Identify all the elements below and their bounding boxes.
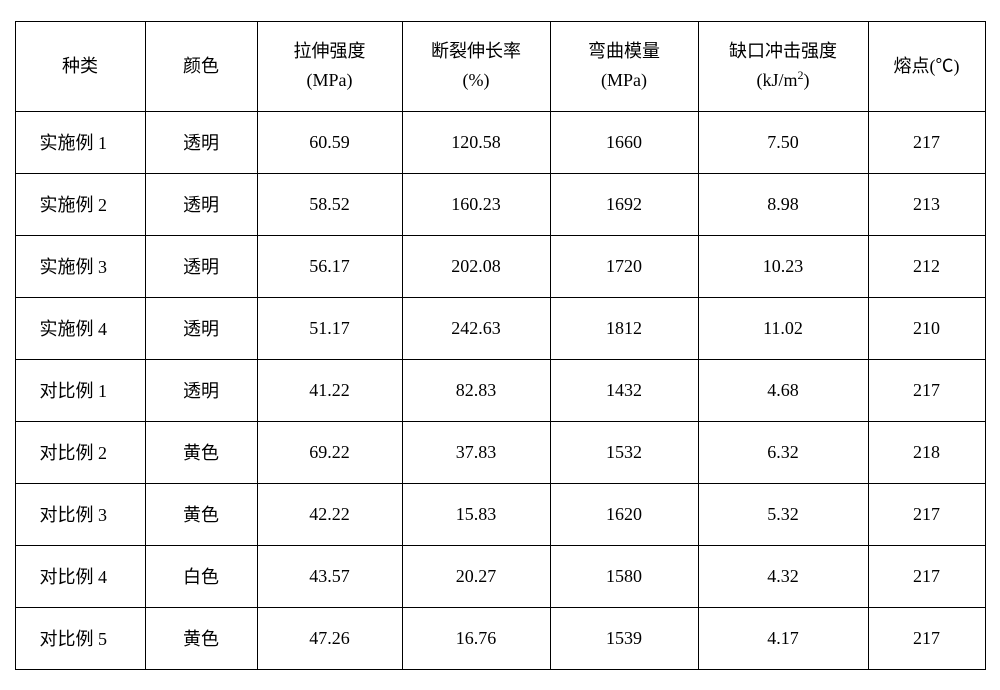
cell-elongation: 82.83 — [402, 359, 550, 421]
cell-impact: 4.68 — [698, 359, 868, 421]
header-line2-post: ) — [804, 70, 810, 90]
table-header-row: 种类 颜色 拉伸强度 (MPa) 断裂伸长率 (%) 弯曲模量 (MPa) 缺口… — [15, 21, 985, 111]
header-line2: (MPa) — [307, 70, 353, 90]
cell-tensile: 58.52 — [257, 173, 402, 235]
cell-melting: 217 — [868, 483, 985, 545]
cell-impact: 11.02 — [698, 297, 868, 359]
cell-color: 透明 — [145, 359, 257, 421]
header-line2-pre: (kJ/m — [756, 70, 797, 90]
cell-type: 实施例 2 — [15, 173, 145, 235]
cell-type: 对比例 2 — [15, 421, 145, 483]
cell-impact: 8.98 — [698, 173, 868, 235]
cell-impact: 5.32 — [698, 483, 868, 545]
table-row: 实施例 2 透明 58.52 160.23 1692 8.98 213 — [15, 173, 985, 235]
cell-flexural: 1539 — [550, 607, 698, 669]
cell-color: 透明 — [145, 297, 257, 359]
col-header-melting-point: 熔点(℃) — [868, 21, 985, 111]
cell-type: 实施例 3 — [15, 235, 145, 297]
cell-type: 对比例 1 — [15, 359, 145, 421]
cell-color: 透明 — [145, 235, 257, 297]
col-header-type: 种类 — [15, 21, 145, 111]
cell-color: 黄色 — [145, 483, 257, 545]
header-line1: 拉伸强度 — [294, 41, 366, 61]
cell-melting: 213 — [868, 173, 985, 235]
cell-tensile: 47.26 — [257, 607, 402, 669]
cell-melting: 217 — [868, 545, 985, 607]
cell-melting: 212 — [868, 235, 985, 297]
cell-type: 对比例 4 — [15, 545, 145, 607]
cell-elongation: 160.23 — [402, 173, 550, 235]
cell-elongation: 120.58 — [402, 111, 550, 173]
cell-tensile: 43.57 — [257, 545, 402, 607]
cell-elongation: 20.27 — [402, 545, 550, 607]
cell-impact: 10.23 — [698, 235, 868, 297]
cell-impact: 6.32 — [698, 421, 868, 483]
table-row: 实施例 3 透明 56.17 202.08 1720 10.23 212 — [15, 235, 985, 297]
header-line1: 断裂伸长率 — [431, 41, 521, 61]
cell-impact: 4.32 — [698, 545, 868, 607]
table-row: 实施例 4 透明 51.17 242.63 1812 11.02 210 — [15, 297, 985, 359]
cell-impact: 7.50 — [698, 111, 868, 173]
table-row: 对比例 3 黄色 42.22 15.83 1620 5.32 217 — [15, 483, 985, 545]
header-line1: 弯曲模量 — [588, 41, 660, 61]
cell-tensile: 60.59 — [257, 111, 402, 173]
cell-melting: 217 — [868, 607, 985, 669]
cell-flexural: 1812 — [550, 297, 698, 359]
cell-elongation: 16.76 — [402, 607, 550, 669]
header-line1: 缺口冲击强度 — [729, 41, 837, 61]
cell-flexural: 1692 — [550, 173, 698, 235]
cell-melting: 210 — [868, 297, 985, 359]
cell-flexural: 1620 — [550, 483, 698, 545]
cell-flexural: 1720 — [550, 235, 698, 297]
cell-melting: 218 — [868, 421, 985, 483]
cell-tensile: 56.17 — [257, 235, 402, 297]
table-body: 实施例 1 透明 60.59 120.58 1660 7.50 217 实施例 … — [15, 111, 985, 669]
cell-tensile: 41.22 — [257, 359, 402, 421]
cell-melting: 217 — [868, 359, 985, 421]
cell-color: 透明 — [145, 173, 257, 235]
header-line2: (%) — [463, 70, 490, 90]
cell-color: 黄色 — [145, 421, 257, 483]
cell-flexural: 1532 — [550, 421, 698, 483]
cell-color: 白色 — [145, 545, 257, 607]
col-header-impact-strength: 缺口冲击强度 (kJ/m2) — [698, 21, 868, 111]
table-row: 实施例 1 透明 60.59 120.58 1660 7.50 217 — [15, 111, 985, 173]
cell-tensile: 42.22 — [257, 483, 402, 545]
cell-impact: 4.17 — [698, 607, 868, 669]
cell-elongation: 202.08 — [402, 235, 550, 297]
cell-type: 对比例 3 — [15, 483, 145, 545]
cell-elongation: 37.83 — [402, 421, 550, 483]
cell-elongation: 242.63 — [402, 297, 550, 359]
cell-type: 实施例 4 — [15, 297, 145, 359]
cell-tensile: 69.22 — [257, 421, 402, 483]
cell-type: 实施例 1 — [15, 111, 145, 173]
table-row: 对比例 4 白色 43.57 20.27 1580 4.32 217 — [15, 545, 985, 607]
table-row: 对比例 5 黄色 47.26 16.76 1539 4.17 217 — [15, 607, 985, 669]
cell-flexural: 1660 — [550, 111, 698, 173]
material-properties-table: 种类 颜色 拉伸强度 (MPa) 断裂伸长率 (%) 弯曲模量 (MPa) 缺口… — [15, 21, 986, 670]
cell-tensile: 51.17 — [257, 297, 402, 359]
table-row: 对比例 2 黄色 69.22 37.83 1532 6.32 218 — [15, 421, 985, 483]
cell-color: 黄色 — [145, 607, 257, 669]
cell-flexural: 1580 — [550, 545, 698, 607]
cell-flexural: 1432 — [550, 359, 698, 421]
col-header-color: 颜色 — [145, 21, 257, 111]
cell-color: 透明 — [145, 111, 257, 173]
cell-type: 对比例 5 — [15, 607, 145, 669]
table-row: 对比例 1 透明 41.22 82.83 1432 4.68 217 — [15, 359, 985, 421]
col-header-flexural-modulus: 弯曲模量 (MPa) — [550, 21, 698, 111]
header-line2: (MPa) — [601, 70, 647, 90]
cell-melting: 217 — [868, 111, 985, 173]
cell-elongation: 15.83 — [402, 483, 550, 545]
col-header-tensile-strength: 拉伸强度 (MPa) — [257, 21, 402, 111]
col-header-elongation: 断裂伸长率 (%) — [402, 21, 550, 111]
